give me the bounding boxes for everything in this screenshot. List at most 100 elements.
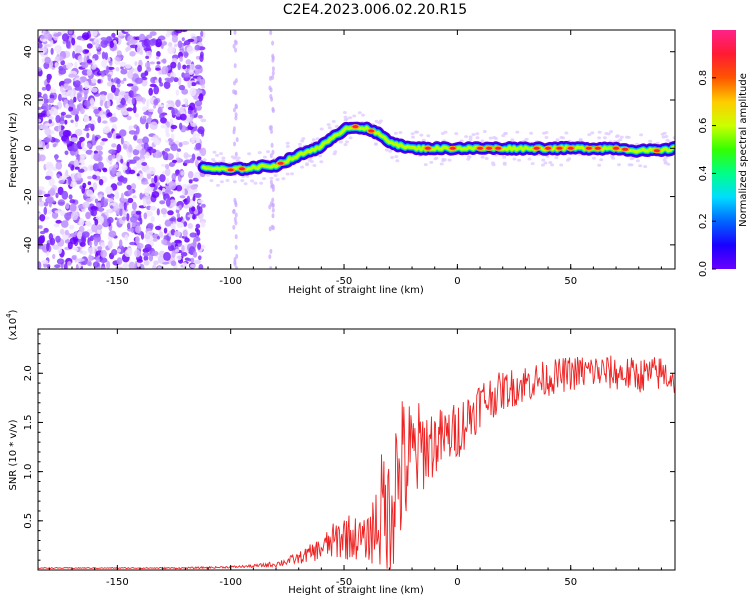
- noise-cell: [178, 204, 182, 209]
- noise-cell: [120, 97, 126, 106]
- noise-cell: [54, 45, 62, 52]
- noise-cell: [200, 203, 206, 208]
- noise-cell: [115, 67, 120, 72]
- noise-cell: [89, 38, 94, 42]
- noise-cell: [182, 229, 188, 237]
- noise-cell: [120, 192, 124, 202]
- noise-cell: [107, 240, 113, 249]
- noise-cell: [46, 110, 50, 117]
- noise-cell: [120, 158, 124, 164]
- noise-cell: [55, 235, 61, 243]
- ridge-halo: [373, 142, 378, 146]
- ridge-halo: [512, 157, 517, 161]
- noise-cell: [95, 145, 103, 151]
- ridge-halo: [433, 157, 438, 161]
- noise-streak: [268, 226, 272, 232]
- snr-frame: [37, 328, 676, 571]
- noise-cell: [111, 249, 118, 256]
- ridge-halo: [471, 133, 476, 137]
- noise-cell: [139, 149, 146, 156]
- noise-cell: [38, 186, 45, 191]
- noise-cell: [174, 239, 182, 244]
- noise-cell: [49, 88, 57, 94]
- noise-cell: [153, 85, 160, 95]
- ridge-halo: [625, 135, 629, 139]
- ridge-halo: [629, 163, 634, 167]
- noise-cell: [176, 255, 182, 261]
- noise-cell: [190, 82, 197, 87]
- noise-cell: [68, 30, 73, 35]
- noise-cell: [99, 70, 107, 74]
- noise-cell: [163, 251, 171, 261]
- noise-cell: [169, 217, 176, 222]
- spectrogram-y-axis-label: Frequency (Hz): [8, 112, 19, 188]
- noise-cell: [60, 111, 66, 116]
- ridge-halo: [305, 162, 310, 166]
- ridge-halo: [664, 135, 669, 138]
- noise-cell: [38, 140, 43, 148]
- ridge-halo: [342, 111, 347, 114]
- noise-cell: [141, 181, 149, 185]
- noise-cell: [188, 200, 196, 208]
- noise-cell: [119, 129, 127, 137]
- noise-cell: [86, 43, 93, 49]
- spectrogram-y-tick-label: 20: [23, 94, 34, 107]
- noise-cell: [111, 167, 117, 175]
- noise-cell: [64, 229, 69, 236]
- noise-cell: [106, 260, 111, 269]
- noise-streak: [233, 197, 237, 203]
- ridge-halo: [550, 163, 555, 167]
- noise-cell: [152, 264, 157, 269]
- ridge-halo: [236, 156, 241, 160]
- noise-cell: [70, 137, 78, 143]
- noise-cell: [49, 94, 55, 99]
- noise-cell: [136, 44, 143, 54]
- ridge-halo: [410, 132, 415, 136]
- noise-cell: [116, 135, 122, 139]
- noise-streak: [234, 103, 238, 109]
- noise-cell: [86, 189, 94, 197]
- noise-cell: [149, 148, 157, 153]
- ridge-halo: [318, 154, 323, 158]
- noise-cell: [146, 99, 150, 108]
- ridge-peak-core: [545, 146, 552, 150]
- noise-cell: [123, 143, 128, 150]
- noise-cell: [85, 211, 91, 220]
- snr-y-tick-label: 1.0: [23, 464, 34, 480]
- noise-cell: [89, 85, 93, 91]
- noise-streak: [232, 43, 236, 49]
- noise-cell: [144, 61, 151, 69]
- noise-cell: [38, 97, 45, 105]
- noise-cell: [195, 142, 202, 150]
- noise-cell: [111, 143, 117, 148]
- noise-streak: [269, 94, 273, 99]
- ridge-halo: [285, 141, 290, 145]
- noise-cell: [68, 106, 74, 112]
- noise-cell: [131, 222, 137, 228]
- noise-cell: [124, 249, 132, 257]
- ridge-halo: [543, 161, 548, 165]
- noise-streak: [271, 40, 275, 46]
- noise-cell: [48, 104, 52, 110]
- noise-cell: [74, 166, 80, 170]
- ridge-halo: [384, 148, 389, 152]
- noise-cell: [102, 168, 108, 173]
- noise-cell: [87, 181, 92, 186]
- noise-cell: [192, 239, 197, 248]
- ridge-halo: [209, 179, 214, 183]
- noise-cell: [84, 100, 92, 107]
- noise-cell: [92, 174, 97, 180]
- noise-cell: [65, 202, 70, 210]
- ridge-halo: [643, 165, 648, 169]
- noise-cell: [57, 246, 62, 255]
- noise-streak: [234, 112, 238, 118]
- noise-cell: [170, 143, 178, 151]
- ridge-halo: [332, 152, 337, 156]
- noise-cell: [157, 255, 165, 264]
- ridge-halo: [541, 158, 546, 162]
- noise-cell: [184, 237, 190, 243]
- ridge-halo: [301, 137, 306, 141]
- noise-cell: [165, 167, 171, 177]
- ridge-halo: [501, 134, 506, 138]
- spectrogram-y-tick-label: 40: [23, 45, 34, 58]
